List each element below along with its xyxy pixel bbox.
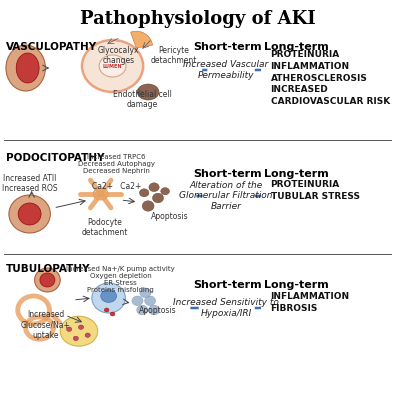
Ellipse shape [9, 195, 51, 233]
Text: Alteration of the
Glomerular Filtration
Barrier: Alteration of the Glomerular Filtration … [179, 181, 273, 211]
Text: Short-term: Short-term [193, 169, 261, 179]
Text: PROTEINURIA
TUBULAR STRESS: PROTEINURIA TUBULAR STRESS [271, 180, 359, 201]
Text: Glycocalyx
changes: Glycocalyx changes [98, 46, 139, 65]
Ellipse shape [139, 189, 149, 197]
Text: Increased
Glucose/Na+
uptake: Increased Glucose/Na+ uptake [21, 310, 70, 340]
Text: Long-term: Long-term [264, 169, 329, 179]
Ellipse shape [110, 312, 115, 316]
Ellipse shape [137, 305, 148, 315]
Ellipse shape [73, 336, 78, 340]
Ellipse shape [99, 55, 126, 77]
Ellipse shape [16, 53, 39, 83]
Ellipse shape [82, 40, 143, 92]
Ellipse shape [149, 305, 160, 315]
Text: Apoptosis: Apoptosis [151, 212, 189, 221]
Ellipse shape [161, 188, 169, 195]
Text: Ca2+   Ca2+: Ca2+ Ca2+ [92, 182, 141, 191]
Ellipse shape [152, 193, 164, 203]
Ellipse shape [145, 296, 156, 306]
Text: Increased ATII
Increased ROS: Increased ATII Increased ROS [2, 174, 57, 194]
Ellipse shape [132, 296, 143, 306]
Ellipse shape [60, 316, 98, 346]
Text: Short-term: Short-term [193, 280, 261, 290]
Ellipse shape [104, 308, 109, 312]
Text: LUMEN: LUMEN [103, 64, 122, 68]
Text: Apoptosis: Apoptosis [139, 306, 177, 315]
Ellipse shape [18, 203, 41, 225]
Text: PODOCITOPATHY: PODOCITOPATHY [6, 153, 104, 163]
Ellipse shape [137, 84, 159, 100]
Text: Increased TRPC6
Decreased Autophagy
Decreased Nephrin: Increased TRPC6 Decreased Autophagy Decr… [78, 154, 155, 174]
Text: Endothelial cell
damage: Endothelial cell damage [113, 90, 172, 109]
Text: VASCULOPATHY: VASCULOPATHY [6, 42, 97, 52]
Text: Increased Vascular
Permeability: Increased Vascular Permeability [183, 60, 269, 80]
Text: TUBULOPATHY: TUBULOPATHY [6, 264, 90, 274]
Text: Podocyte
detachment: Podocyte detachment [81, 218, 128, 238]
Wedge shape [131, 31, 152, 48]
Text: INFLAMMATION
FIBROSIS: INFLAMMATION FIBROSIS [271, 292, 350, 313]
Text: Pericyte
detachment: Pericyte detachment [150, 46, 197, 65]
Ellipse shape [79, 325, 84, 330]
Text: Long-term: Long-term [264, 280, 329, 290]
Ellipse shape [6, 45, 45, 91]
Ellipse shape [101, 290, 117, 302]
Text: Increased Na+/K pump activity
Oxygen depletion
ER Stress
Proteins misfolding: Increased Na+/K pump activity Oxygen dep… [66, 266, 175, 293]
Text: Increased Sensitivity to
Hypoxia/IRI: Increased Sensitivity to Hypoxia/IRI [173, 298, 279, 318]
Ellipse shape [40, 273, 55, 287]
Ellipse shape [93, 188, 108, 200]
Ellipse shape [92, 283, 126, 313]
Text: Pathophysiology of AKI: Pathophysiology of AKI [80, 10, 315, 28]
Ellipse shape [142, 201, 154, 211]
Ellipse shape [149, 183, 159, 192]
Ellipse shape [140, 288, 151, 298]
Text: Short-term: Short-term [193, 42, 261, 52]
Text: Long-term: Long-term [264, 42, 329, 52]
Ellipse shape [35, 268, 60, 292]
Ellipse shape [66, 327, 72, 331]
Text: PROTEINURIA
INFLAMMATION
ATHEROSCLEROSIS
INCREASED
CARDIOVASCULAR RISK: PROTEINURIA INFLAMMATION ATHEROSCLEROSIS… [271, 50, 390, 106]
Ellipse shape [85, 333, 90, 338]
